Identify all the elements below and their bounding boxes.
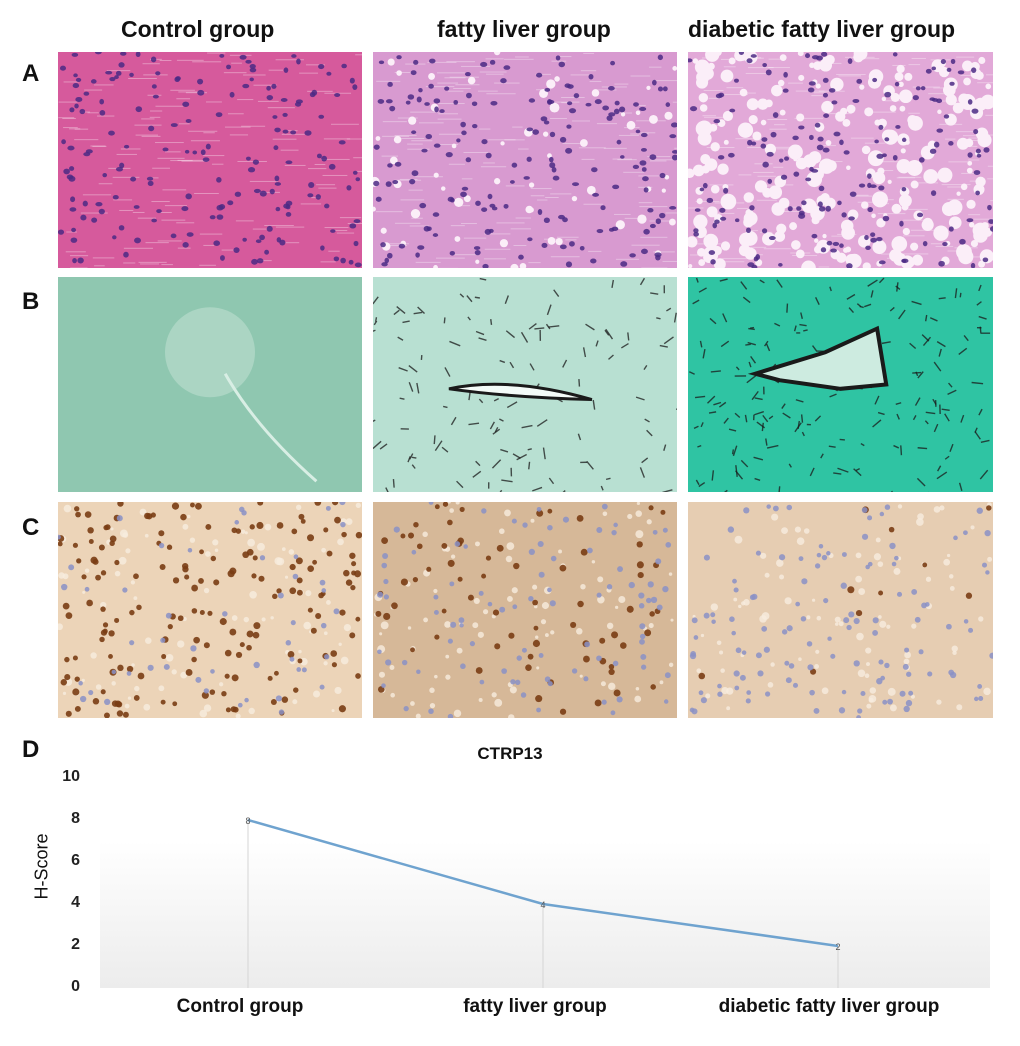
y-tick-label: 6 [71,852,80,869]
row-label-c: C [22,514,40,541]
series-line [247,818,839,948]
x-tick-label: fatty liver group [463,996,607,1017]
data-label: 2 [835,942,840,952]
x-tick-label: Control group [176,996,304,1017]
micrograph-he-fatty-liver [373,52,677,268]
y-tick-label: 10 [62,768,80,785]
y-tick-label: 8 [71,810,80,827]
micrograph-he-diabetic-fatty-liver [688,52,993,268]
chart-title: CTRP13 [477,744,543,763]
y-tick-label: 4 [71,894,80,911]
data-label: 4 [540,900,545,910]
micrograph-fibrosis-fatty-liver [373,277,677,492]
column-title-control: Control group [121,16,275,42]
row-label-a: A [22,60,40,87]
micrograph-fibrosis-diabetic-fatty-liver [688,277,993,492]
plot-background [100,841,990,988]
y-tick-label: 0 [71,978,80,995]
x-tick-label: diabetic fatty liver group [718,996,940,1017]
column-title-diabetic-fatty-liver: diabetic fatty liver group [688,16,956,42]
micrograph-ihc-control [58,502,362,718]
row-label-d: D [22,736,40,763]
micrograph-ihc-diabetic-fatty-liver [688,502,993,718]
micrograph-fibrosis-control [58,277,362,492]
y-tick-label: 2 [71,936,80,953]
micrograph-he-control [58,52,362,268]
row-label-b: B [22,288,40,315]
micrograph-ihc-fatty-liver [373,502,677,718]
data-label: 8 [245,816,250,826]
column-title-fatty-liver: fatty liver group [437,16,611,42]
